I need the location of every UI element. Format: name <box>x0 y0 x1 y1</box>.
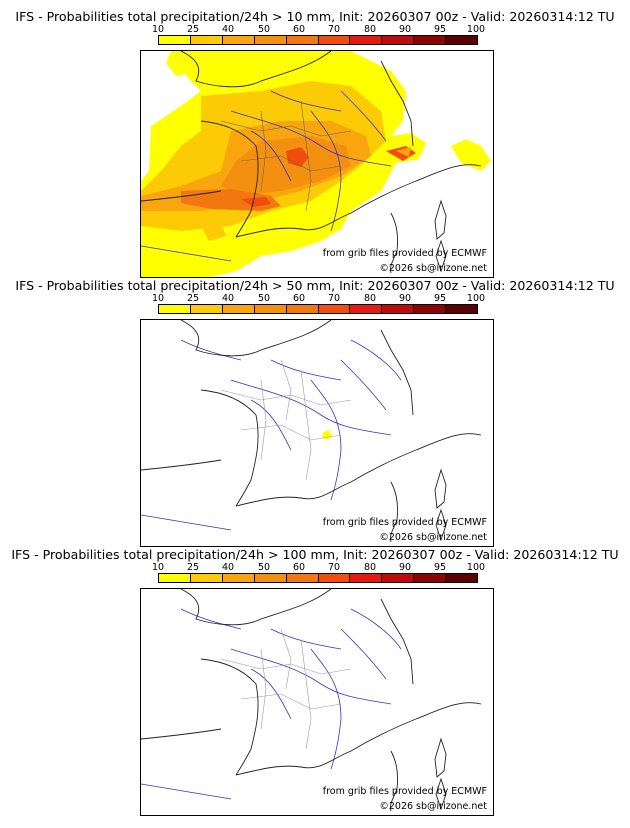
color-scale-labels: 10 25 40 50 60 70 80 90 95 100 <box>152 562 485 573</box>
scale-tick-label: 60 <box>292 562 306 573</box>
scale-swatch <box>286 305 319 313</box>
scale-swatch <box>414 36 447 44</box>
scale-swatch <box>286 574 319 582</box>
regional-borders <box>220 359 352 481</box>
scale-tick-label: 60 <box>292 24 306 35</box>
scale-swatch <box>446 574 478 582</box>
scale-tick-label: 70 <box>327 293 341 304</box>
precip-map-panel-100mm: IFS - Probabilities total precipitation/… <box>0 548 630 816</box>
scale-swatch <box>350 305 383 313</box>
scale-tick-label: 70 <box>327 562 341 573</box>
data-credit: from grib files provided by ECMWF <box>322 786 487 797</box>
precip-probability-field <box>322 430 332 440</box>
scale-swatch <box>159 36 191 44</box>
scale-tick-label: 100 <box>466 562 486 573</box>
copyright-notice: ©2026 sb@irizone.net <box>379 263 487 274</box>
coastlines <box>141 320 482 543</box>
regional-borders <box>220 100 352 212</box>
regional-borders <box>220 628 352 750</box>
copyright-notice: ©2026 sb@irizone.net <box>379 801 487 812</box>
scale-tick-label: 95 <box>433 24 447 35</box>
scale-tick-label: 10 <box>151 562 165 573</box>
scale-tick-label: 90 <box>398 24 412 35</box>
coastlines <box>141 51 482 274</box>
scale-tick-label: 40 <box>221 293 235 304</box>
map-france: from grib files provided by ECMWF ©2026 … <box>140 588 494 816</box>
scale-swatch <box>254 574 287 582</box>
scale-tick-label: 95 <box>433 562 447 573</box>
scale-swatch <box>446 305 478 313</box>
scale-swatch <box>159 305 191 313</box>
scale-swatch <box>318 305 351 313</box>
scale-swatch <box>414 574 447 582</box>
map-france: from grib files provided by ECMWF ©2026 … <box>140 50 494 278</box>
scale-tick-label: 25 <box>186 293 200 304</box>
scale-tick-label: 40 <box>221 24 235 35</box>
data-credit: from grib files provided by ECMWF <box>322 248 487 259</box>
color-scale-bar <box>158 573 478 583</box>
scale-swatch <box>222 574 255 582</box>
scale-swatch <box>254 36 287 44</box>
rivers <box>141 90 392 262</box>
scale-swatch <box>254 305 287 313</box>
rivers <box>141 339 402 531</box>
scale-tick-label: 90 <box>398 562 412 573</box>
scale-swatch <box>350 574 383 582</box>
scale-tick-label: 70 <box>327 24 341 35</box>
rivers <box>141 608 402 800</box>
precip-probability-field <box>141 51 491 277</box>
scale-swatch <box>286 36 319 44</box>
scale-tick-label: 50 <box>257 24 271 35</box>
scale-swatch <box>414 305 447 313</box>
panel-title: IFS - Probabilities total precipitation/… <box>15 9 615 24</box>
scale-tick-label: 95 <box>433 293 447 304</box>
scale-tick-label: 60 <box>292 293 306 304</box>
color-scale-bar <box>158 35 478 45</box>
scale-swatch <box>190 305 223 313</box>
scale-swatch <box>318 36 351 44</box>
scale-swatch <box>222 305 255 313</box>
precip-map-panel-50mm: IFS - Probabilities total precipitation/… <box>0 279 630 547</box>
scale-tick-label: 80 <box>363 293 377 304</box>
scale-swatch <box>159 574 191 582</box>
scale-swatch <box>190 36 223 44</box>
scale-tick-label: 100 <box>466 24 486 35</box>
scale-tick-label: 90 <box>398 293 412 304</box>
color-scale-labels: 10 25 40 50 60 70 80 90 95 100 <box>152 24 485 35</box>
scale-tick-label: 80 <box>363 562 377 573</box>
scale-tick-label: 100 <box>466 293 486 304</box>
scale-tick-label: 10 <box>151 293 165 304</box>
scale-tick-label: 25 <box>186 24 200 35</box>
panel-title: IFS - Probabilities total precipitation/… <box>15 278 615 293</box>
coastlines <box>141 589 482 812</box>
color-scale-bar <box>158 304 478 314</box>
panel-title: IFS - Probabilities total precipitation/… <box>11 547 619 562</box>
scale-tick-label: 10 <box>151 24 165 35</box>
scale-tick-label: 80 <box>363 24 377 35</box>
scale-tick-label: 50 <box>257 293 271 304</box>
scale-swatch <box>318 574 351 582</box>
scale-tick-label: 40 <box>221 562 235 573</box>
scale-swatch <box>222 36 255 44</box>
scale-swatch <box>446 36 478 44</box>
scale-tick-label: 50 <box>257 562 271 573</box>
scale-swatch <box>350 36 383 44</box>
scale-swatch <box>382 36 415 44</box>
color-scale-labels: 10 25 40 50 60 70 80 90 95 100 <box>152 293 485 304</box>
scale-swatch <box>382 305 415 313</box>
map-france: from grib files provided by ECMWF ©2026 … <box>140 319 494 547</box>
data-credit: from grib files provided by ECMWF <box>322 517 487 528</box>
scale-swatch <box>382 574 415 582</box>
scale-swatch <box>190 574 223 582</box>
copyright-notice: ©2026 sb@irizone.net <box>379 532 487 543</box>
precip-map-panel-10mm: IFS - Probabilities total precipitation/… <box>0 10 630 278</box>
scale-tick-label: 25 <box>186 562 200 573</box>
